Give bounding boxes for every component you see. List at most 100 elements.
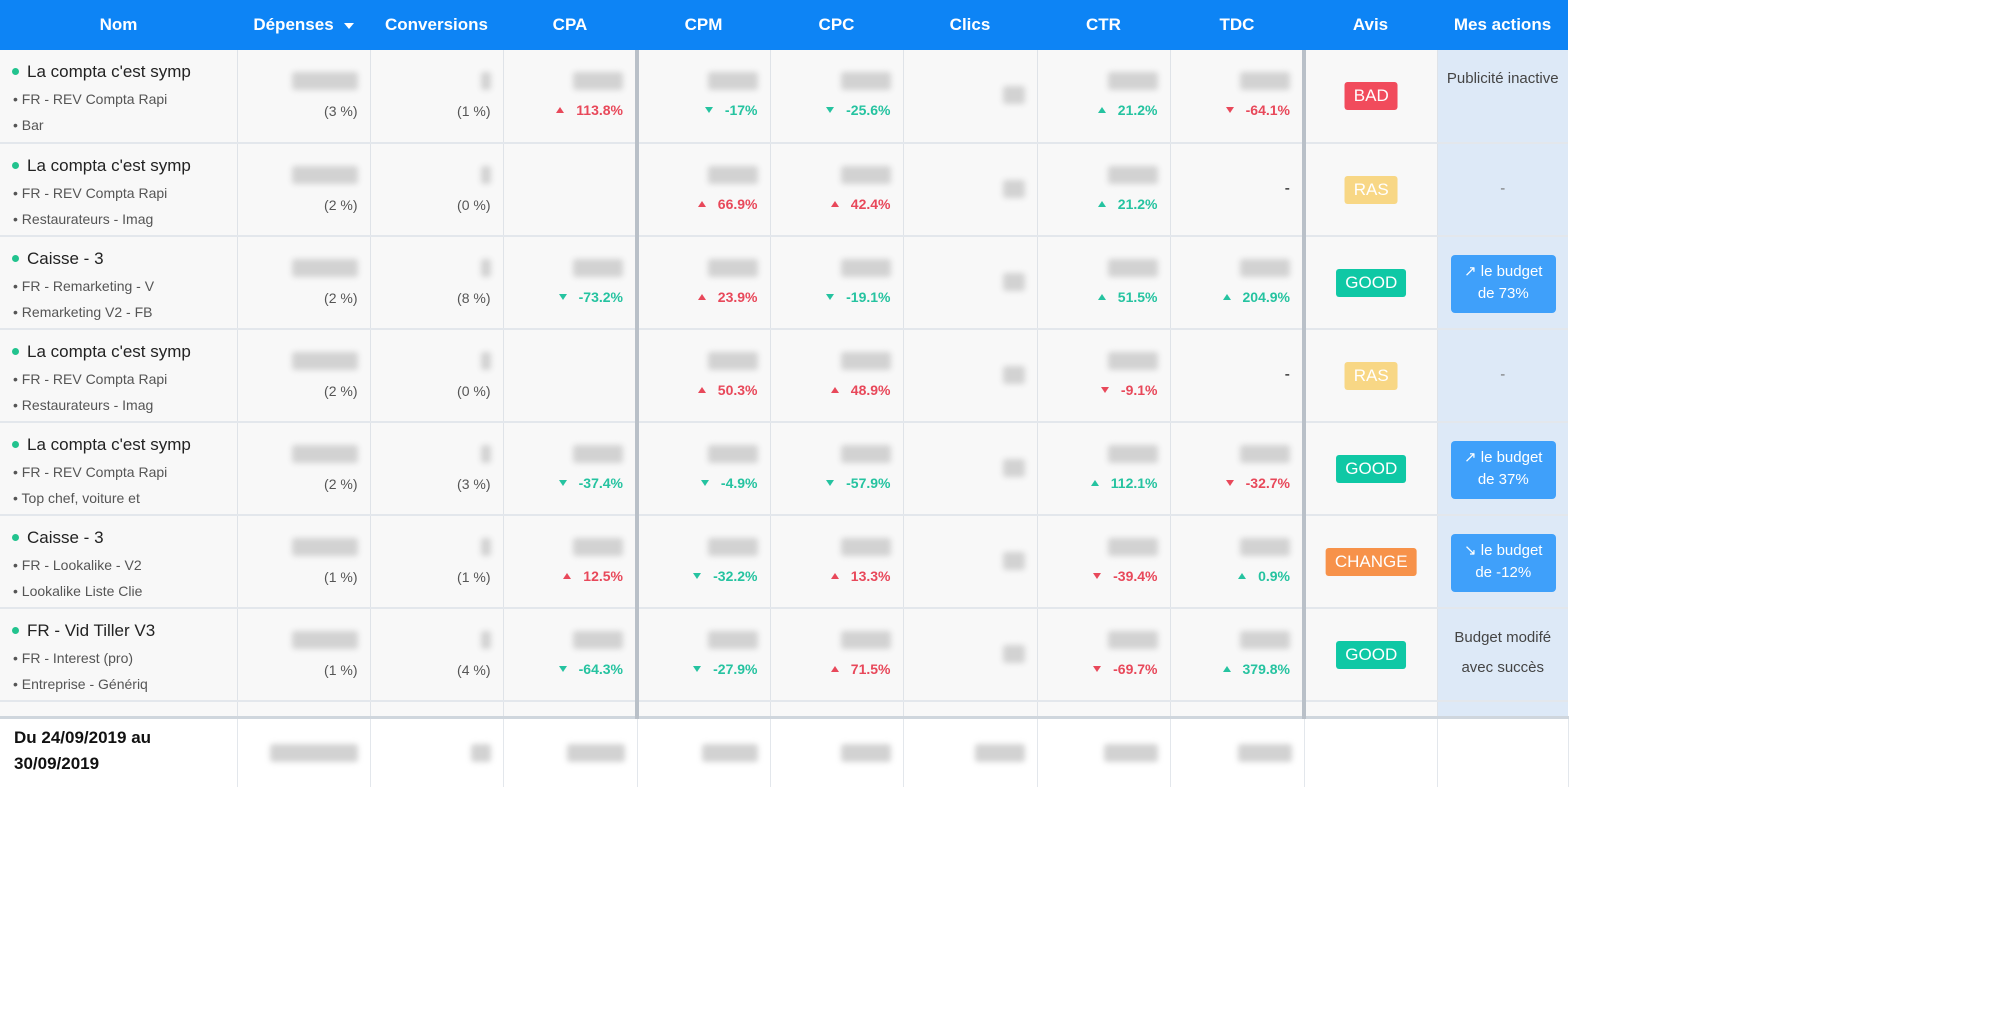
col-header-cpa[interactable]: CPA (503, 0, 637, 50)
blurred-value (480, 259, 491, 277)
ctr-delta: -39.4% (1093, 568, 1158, 584)
cell-tdc: 0.9% (1170, 515, 1306, 609)
blurred-value (1107, 259, 1158, 277)
campaign-table: Nom Dépenses Conversions CPA CPM CPC Cli… (0, 0, 1569, 787)
totals-cell (1304, 715, 1438, 787)
trend-up-icon (1097, 107, 1106, 114)
cell-cpa: -37.4% (503, 422, 638, 516)
cell-cpm: 66.9% (635, 143, 771, 237)
totals-cell (637, 715, 771, 787)
trend-up-icon (830, 201, 839, 208)
cell-cpa (503, 143, 638, 237)
table-row[interactable]: La compta c'est symp • FR - REV Compta R… (0, 422, 1568, 516)
campaign-name[interactable]: Caisse - 3 (12, 249, 104, 269)
table-row[interactable]: Caisse - 3 • FR - Lookalike - V2 • Looka… (0, 515, 1568, 609)
col-header-tdc[interactable]: TDC (1170, 0, 1304, 50)
avis-badge: GOOD (1336, 641, 1407, 669)
blurred-value (707, 72, 758, 90)
totals-cell (1437, 715, 1569, 787)
col-header-avis[interactable]: Avis (1304, 0, 1437, 50)
totals-cell (1170, 715, 1305, 787)
cpa-delta: -64.3% (558, 661, 623, 677)
cell-clics (903, 422, 1038, 516)
trend-up-icon (563, 573, 572, 580)
budget-adjust-button[interactable]: ↗ le budget de 37% (1450, 441, 1556, 499)
blurred-value (1002, 366, 1025, 384)
blurred-value (1240, 445, 1290, 463)
adset-name: • FR - Interest (pro) (13, 650, 134, 666)
col-header-cpm[interactable]: CPM (637, 0, 770, 50)
campaign-name[interactable]: FR - Vid Tiller V3 (12, 621, 155, 641)
blurred-value (1002, 86, 1025, 104)
cpa-delta: 12.5% (563, 568, 623, 584)
table-row[interactable]: FR - Vid Tiller V3 • FR - Interest (pro)… (0, 608, 1568, 702)
cell-partial (370, 701, 504, 717)
blurred-value (573, 445, 623, 463)
campaign-name[interactable]: La compta c'est symp (12, 62, 191, 82)
cpm-delta: -17% (704, 102, 758, 118)
campaign-name[interactable]: Caisse - 3 (12, 528, 104, 548)
campaign-name[interactable]: La compta c'est symp (12, 435, 191, 455)
conversion-share: (3 %) (457, 476, 491, 492)
cell-actions: ↘ le budget de -12% (1437, 515, 1568, 609)
cell-tdc: - (1170, 329, 1306, 423)
spend-share: (2 %) (324, 383, 358, 399)
campaign-name[interactable]: La compta c'est symp (12, 156, 191, 176)
cell-partial (237, 701, 371, 717)
blurred-total (840, 743, 891, 762)
blurred-value (840, 166, 891, 184)
budget-adjust-button[interactable]: ↘ le budget de -12% (1450, 534, 1556, 592)
col-header-depenses[interactable]: Dépenses (237, 0, 370, 50)
cpc-delta: 13.3% (830, 568, 891, 584)
table-row[interactable]: La compta c'est symp • FR - REV Compta R… (0, 329, 1568, 423)
cpc-delta: -19.1% (826, 289, 891, 305)
conversion-share: (4 %) (457, 662, 491, 678)
budget-adjust-button[interactable]: ↗ le budget de 73% (1450, 255, 1556, 313)
col-header-nom[interactable]: Nom (0, 0, 237, 50)
spend-share: (3 %) (324, 103, 358, 119)
cell-actions: Publicité inactive (1437, 50, 1568, 144)
cell-ctr: -39.4% (1037, 515, 1171, 609)
ad-name: • Lookalike Liste Clie (13, 583, 143, 599)
avis-badge: CHANGE (1325, 548, 1417, 576)
blurred-total (269, 743, 358, 762)
trend-down-icon (1225, 107, 1234, 114)
cell-tdc: 204.9% (1170, 236, 1306, 330)
cell-avis: BAD (1304, 50, 1438, 144)
cell-actions: - (1437, 329, 1568, 423)
trend-up-icon (830, 666, 839, 673)
blurred-total (566, 743, 625, 762)
cell-partial (635, 701, 771, 717)
campaign-name[interactable]: La compta c'est symp (12, 342, 191, 362)
blurred-value (573, 631, 623, 649)
cell-nom: La compta c'est symp • FR - REV Compta R… (0, 143, 238, 237)
cell-partial (1037, 701, 1171, 717)
adset-name: • FR - REV Compta Rapi (13, 185, 168, 201)
cell-cpc: 13.3% (770, 515, 904, 609)
table-row[interactable]: La compta c'est symp • FR - REV Compta R… (0, 50, 1568, 144)
col-header-cpc[interactable]: CPC (770, 0, 903, 50)
totals-row: Du 24/09/2019 au 30/09/2019 (0, 715, 1569, 787)
cell-conversions: (0 %) (370, 329, 504, 423)
table-row[interactable]: La compta c'est symp • FR - REV Compta R… (0, 143, 1568, 237)
col-header-conversions[interactable]: Conversions (370, 0, 503, 50)
ad-name: • Restaurateurs - Imag (13, 397, 154, 413)
trend-up-icon (830, 573, 839, 580)
blurred-value (1107, 72, 1158, 90)
adset-name: • FR - Remarketing - V (13, 278, 155, 294)
sort-desc-icon[interactable] (343, 22, 354, 29)
cell-partial (770, 701, 904, 717)
blurred-value (840, 538, 891, 556)
conversion-share: (8 %) (457, 290, 491, 306)
trend-down-icon (700, 480, 709, 487)
cell-nom: La compta c'est symp • FR - REV Compta R… (0, 329, 238, 423)
table-row[interactable]: Caisse - 3 • FR - Remarketing - V • Rema… (0, 236, 1568, 330)
col-header-ctr[interactable]: CTR (1037, 0, 1170, 50)
spend-share: (2 %) (324, 476, 358, 492)
cell-cpm: -32.2% (635, 515, 771, 609)
status-active-icon (12, 348, 19, 356)
cell-ctr: 112.1% (1037, 422, 1171, 516)
blurred-value (840, 72, 891, 90)
col-header-clics[interactable]: Clics (903, 0, 1037, 50)
blurred-value (1240, 631, 1290, 649)
